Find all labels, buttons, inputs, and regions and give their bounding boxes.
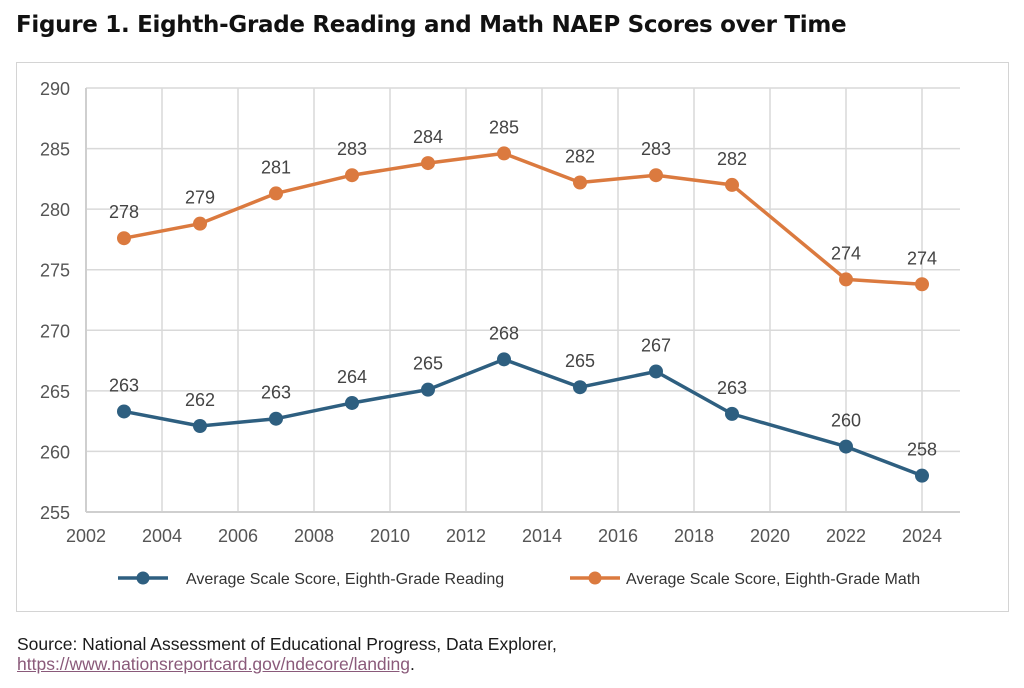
reading-legend-marker-icon — [136, 571, 150, 585]
x-tick-label: 2008 — [294, 526, 334, 546]
x-tick-label: 2024 — [902, 526, 942, 546]
y-tick-label: 275 — [40, 261, 70, 281]
x-tick-label: 2018 — [674, 526, 714, 546]
math-data-point — [421, 156, 435, 171]
reading-data-label: 258 — [907, 440, 937, 460]
source-suffix: . — [410, 654, 415, 674]
reading-legend-label: Average Scale Score, Eighth-Grade Readin… — [186, 571, 504, 588]
reading-data-label: 264 — [337, 367, 367, 387]
y-tick-label: 255 — [40, 503, 70, 523]
source-text: Source: National Assessment of Education… — [17, 634, 557, 654]
reading-data-point — [649, 364, 663, 379]
y-tick-label: 260 — [40, 442, 70, 462]
math-series-line — [123, 151, 923, 286]
math-data-point — [193, 216, 207, 231]
math-legend-label: Average Scale Score, Eighth-Grade Math — [626, 571, 920, 588]
reading-data-point — [269, 411, 283, 426]
reading-data-point — [421, 382, 435, 397]
reading-data-label: 267 — [641, 335, 671, 355]
reading-data-point — [345, 395, 359, 410]
reading-data-label: 263 — [261, 383, 291, 403]
reading-data-point — [117, 404, 131, 419]
reading-data-point — [193, 418, 207, 433]
reading-data-label: 262 — [185, 390, 215, 410]
reading-data-label: 263 — [717, 378, 747, 398]
reading-data-point — [573, 380, 587, 395]
reading-data-label: 260 — [831, 411, 861, 431]
x-tick-label: 2010 — [370, 526, 410, 546]
reading-data-label: 263 — [109, 375, 139, 395]
math-data-point — [573, 175, 587, 190]
math-legend-marker-icon — [588, 571, 602, 585]
y-tick-label: 280 — [40, 200, 70, 220]
math-data-point — [725, 177, 739, 192]
math-data-label: 274 — [907, 248, 937, 268]
math-data-label: 283 — [337, 139, 367, 159]
x-tick-label: 2020 — [750, 526, 790, 546]
math-data-label: 283 — [641, 139, 671, 159]
math-data-point — [839, 272, 853, 287]
x-tick-label: 2016 — [598, 526, 638, 546]
x-tick-label: 2006 — [218, 526, 258, 546]
math-data-label: 282 — [717, 149, 747, 169]
y-tick-label: 270 — [40, 321, 70, 341]
math-data-point — [497, 146, 511, 161]
x-axis-ticks: 2002 2004 2006 2008 2010 2012 2014 2016 2018 2020… — [66, 526, 942, 546]
x-tick-label: 2002 — [66, 526, 106, 546]
grid-lines — [85, 87, 960, 513]
math-data-label: 285 — [489, 117, 519, 137]
math-data-point — [649, 168, 663, 183]
math-data-label: 274 — [831, 243, 861, 263]
y-tick-label: 290 — [40, 79, 70, 99]
reading-data-point — [839, 439, 853, 454]
reading-data-label: 265 — [565, 351, 595, 371]
math-data-point — [345, 168, 359, 183]
math-data-label: 279 — [185, 188, 215, 208]
reading-data-label: 268 — [489, 323, 519, 343]
math-data-label: 278 — [109, 202, 139, 222]
legend: Average Scale Score, Eighth-Grade Readin… — [118, 571, 920, 588]
x-tick-label: 2014 — [522, 526, 562, 546]
reading-data-point — [725, 406, 739, 421]
math-data-label: 281 — [261, 157, 291, 177]
source-link[interactable]: https://www.nationsreportcard.gov/ndecor… — [17, 654, 411, 674]
math-data-point — [117, 231, 131, 246]
math-data-point — [915, 277, 929, 292]
reading-data-label: 265 — [413, 354, 443, 374]
x-tick-label: 2004 — [142, 526, 182, 546]
reading-series-line — [123, 357, 923, 478]
reading-data-point — [497, 352, 511, 367]
y-tick-label: 285 — [40, 140, 70, 160]
figure-title: Figure 1. Eighth-Grade Reading and Math … — [16, 12, 847, 38]
y-tick-label: 265 — [40, 382, 70, 402]
math-data-label: 284 — [413, 127, 443, 147]
reading-data-point — [915, 468, 929, 483]
x-tick-label: 2012 — [446, 526, 486, 546]
y-axis-ticks: 255 260 265 270 275 280 285 290 — [40, 79, 70, 523]
math-data-label: 282 — [565, 146, 595, 166]
x-tick-label: 2022 — [826, 526, 866, 546]
series-group: 263 262 263 264 265 268 265 267 263 260 258 278 279 2… — [109, 117, 937, 483]
math-data-point — [269, 186, 283, 201]
source-note: Source: National Assessment of Education… — [17, 634, 557, 674]
chart-frame — [16, 62, 1009, 612]
